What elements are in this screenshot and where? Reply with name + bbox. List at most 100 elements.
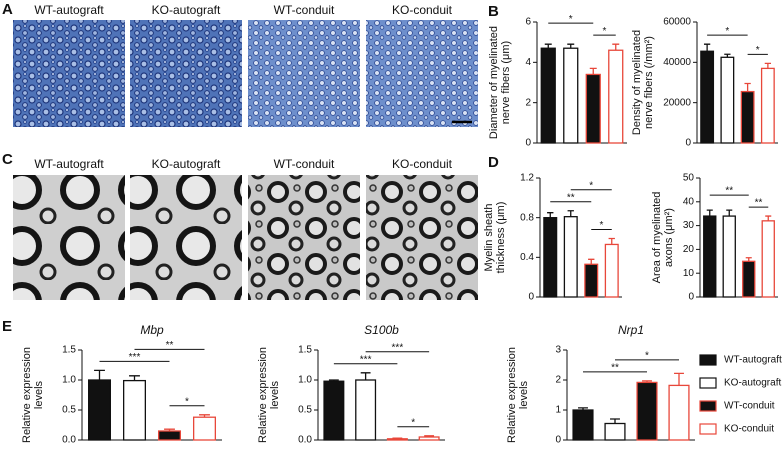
y-tick-label: 0.0 bbox=[298, 435, 312, 446]
micrograph bbox=[130, 175, 242, 300]
bar bbox=[355, 379, 377, 441]
error-bar bbox=[392, 437, 403, 439]
bar bbox=[703, 215, 717, 298]
y-tick-label: 0 bbox=[555, 435, 561, 446]
error-bar bbox=[547, 212, 554, 218]
chart-title: Mbp bbox=[140, 323, 164, 337]
y-tick-label: 20000 bbox=[663, 97, 691, 108]
legend-label: KO-autograft bbox=[724, 378, 781, 389]
y-tick-label: 0.0 bbox=[62, 435, 76, 446]
image-label: WT-conduit bbox=[274, 157, 335, 171]
significance-label: ** bbox=[725, 186, 733, 197]
bar bbox=[668, 384, 690, 441]
bar bbox=[323, 380, 345, 441]
error-bar bbox=[724, 53, 731, 58]
y-axis-label: nerve fibers (/mm²) bbox=[643, 36, 655, 129]
y-tick-label: 0.5 bbox=[62, 405, 76, 416]
y-axis-label: Relative expression bbox=[257, 347, 269, 443]
legend-label: WT-conduit bbox=[724, 401, 775, 412]
image-label: WT-autograft bbox=[34, 3, 104, 17]
bar bbox=[563, 216, 578, 298]
image-label: WT-conduit bbox=[274, 3, 335, 17]
significance-label: * bbox=[185, 396, 189, 407]
y-tick-label: 40 bbox=[683, 196, 695, 207]
error-bar bbox=[674, 372, 684, 386]
significance-label: * bbox=[756, 45, 760, 56]
y-axis-label: Diameter of myelinated bbox=[488, 26, 500, 139]
panel-label: D bbox=[488, 154, 499, 171]
error-bar bbox=[199, 414, 210, 418]
error-bar bbox=[360, 372, 371, 380]
chart-title: S100b bbox=[364, 323, 399, 337]
y-tick-label: 6 bbox=[525, 17, 531, 28]
significance-label: * bbox=[645, 351, 649, 362]
y-axis-label: Relative expression bbox=[506, 347, 518, 443]
panel-label: B bbox=[488, 3, 499, 20]
significance-label: * bbox=[600, 220, 604, 231]
bar bbox=[88, 379, 112, 441]
panel-label: C bbox=[2, 151, 13, 168]
error-bar bbox=[164, 428, 175, 431]
micrograph bbox=[366, 20, 478, 127]
bar bbox=[760, 67, 775, 144]
bar bbox=[720, 56, 735, 144]
error-bar bbox=[567, 43, 575, 49]
bar bbox=[563, 47, 579, 144]
error-bar bbox=[424, 435, 435, 437]
significance-label: ** bbox=[166, 340, 174, 351]
significance-label: * bbox=[569, 14, 573, 25]
y-tick-label: 0.5 bbox=[298, 405, 312, 416]
error-bar bbox=[765, 215, 772, 221]
legend-swatch bbox=[699, 354, 717, 366]
y-axis-label: Area of myelinated bbox=[651, 192, 663, 284]
image-label: KO-conduit bbox=[392, 3, 453, 17]
y-axis-label: levels bbox=[33, 380, 45, 409]
y-axis-label: levels bbox=[518, 380, 530, 409]
images-a bbox=[13, 20, 478, 127]
legend-swatch bbox=[699, 400, 717, 412]
y-axis-label: Relative expression bbox=[21, 347, 33, 443]
significance-label: ** bbox=[611, 363, 619, 374]
image-label: KO-autograft bbox=[152, 3, 221, 17]
bar bbox=[123, 379, 147, 441]
y-tick-label: 1.0 bbox=[62, 375, 76, 386]
significance-label: ** bbox=[567, 192, 575, 203]
bar bbox=[740, 90, 755, 144]
significance-label: * bbox=[411, 417, 415, 428]
significance-label: * bbox=[589, 180, 593, 191]
bar bbox=[608, 49, 624, 144]
bar bbox=[418, 436, 440, 441]
y-tick-label: 0.8 bbox=[520, 212, 534, 223]
error-bar bbox=[745, 257, 752, 262]
y-tick-label: 0 bbox=[688, 292, 694, 303]
bar bbox=[742, 260, 756, 298]
error-bar bbox=[328, 379, 339, 382]
error-bar bbox=[744, 82, 751, 92]
significance-label: * bbox=[603, 26, 607, 37]
y-tick-label: 60000 bbox=[663, 17, 691, 28]
error-bar bbox=[544, 43, 552, 49]
significance-label: *** bbox=[129, 352, 141, 363]
image-label: WT-autograft bbox=[34, 157, 104, 171]
bar bbox=[604, 422, 626, 441]
error-bar bbox=[706, 209, 713, 217]
legend-swatch bbox=[699, 377, 717, 389]
error-bar bbox=[642, 380, 652, 383]
micrograph bbox=[130, 20, 242, 127]
y-tick-label: 10 bbox=[683, 268, 695, 279]
error-bar bbox=[129, 375, 140, 381]
significance-label: *** bbox=[360, 354, 372, 365]
y-tick-label: 50 bbox=[683, 173, 695, 184]
significance-label: *** bbox=[392, 342, 404, 353]
legend-label: KO-conduit bbox=[724, 424, 774, 435]
bar bbox=[636, 381, 658, 441]
error-bar bbox=[588, 258, 595, 265]
y-tick-label: 2 bbox=[525, 97, 531, 108]
bar bbox=[722, 215, 736, 298]
error-bar bbox=[610, 418, 620, 424]
y-axis-label: axons (μm²) bbox=[663, 208, 675, 267]
y-tick-label: 1.5 bbox=[298, 345, 312, 356]
significance-label: * bbox=[725, 26, 729, 37]
micrograph bbox=[13, 20, 125, 127]
